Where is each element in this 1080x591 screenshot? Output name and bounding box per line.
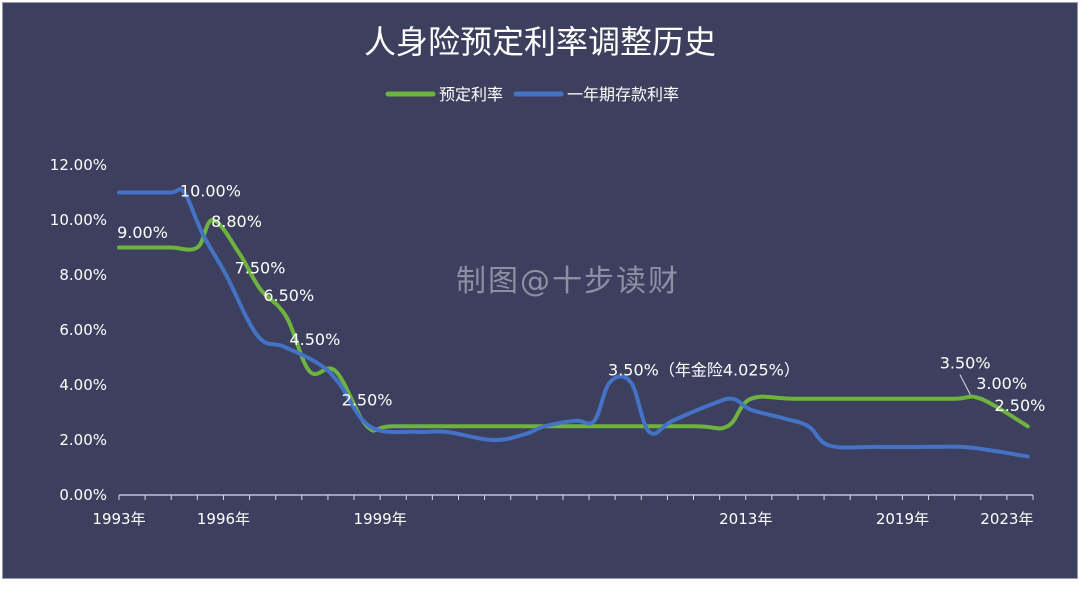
data-label: 3.50%（年金险4.025%） xyxy=(608,360,800,379)
line-chart: 人身险预定利率调整历史 预定利率 一年期存款利率 制图@十步读财 0.00% 2.… xyxy=(50,23,1046,528)
y-tick-label: 4.00% xyxy=(59,376,107,394)
data-label: 8.80% xyxy=(211,212,262,231)
y-tick-label: 2.00% xyxy=(59,431,107,449)
data-label: 6.50% xyxy=(263,286,314,305)
data-label: 3.00% xyxy=(976,374,1027,393)
x-tick-label: 1996年 xyxy=(197,510,250,528)
label-leader-line xyxy=(959,374,971,395)
data-label: 10.00% xyxy=(180,182,241,201)
x-tick-label: 2019年 xyxy=(876,510,929,528)
chart-frame: 人身险预定利率调整历史 预定利率 一年期存款利率 制图@十步读财 0.00% 2.… xyxy=(2,2,1078,579)
y-tick-label: 0.00% xyxy=(59,486,107,504)
data-label: 4.50% xyxy=(289,330,340,349)
data-label: 3.50% xyxy=(940,354,991,373)
y-axis: 0.00% 2.00% 4.00% 6.00% 8.00% 10.00% 12.00% xyxy=(50,156,107,504)
legend: 预定利率 一年期存款利率 xyxy=(385,85,679,104)
data-labels: 9.00% 10.00% 8.80% 7.50% 6.50% 4.50% 2.50% 3.50… xyxy=(117,182,1045,416)
y-tick-label: 6.00% xyxy=(59,321,107,339)
data-label: 9.00% xyxy=(117,223,168,242)
x-tick-label: 1993年 xyxy=(92,510,145,528)
data-label: 2.50% xyxy=(342,391,393,410)
y-tick-label: 12.00% xyxy=(50,156,107,174)
legend-label-series-0: 预定利率 xyxy=(439,85,503,104)
chart-title: 人身险预定利率调整历史 xyxy=(364,23,716,61)
data-label: 2.50% xyxy=(995,396,1046,415)
x-tick-label: 2013年 xyxy=(719,510,772,528)
x-tick-label: 2023年 xyxy=(980,510,1033,528)
watermark-text: 制图@十步读财 xyxy=(456,264,680,299)
legend-label-series-1: 一年期存款利率 xyxy=(567,85,679,104)
series-line-1 xyxy=(117,187,1030,459)
y-tick-label: 10.00% xyxy=(50,211,107,229)
y-tick-label: 8.00% xyxy=(59,266,107,284)
data-label: 7.50% xyxy=(235,259,286,278)
series-layer xyxy=(117,187,1030,459)
series-line-0 xyxy=(117,218,1030,433)
x-axis: 1993年 1996年 1999年 2013年 2019年 2023年 xyxy=(92,494,1034,528)
x-tick-label: 1999年 xyxy=(354,510,407,528)
